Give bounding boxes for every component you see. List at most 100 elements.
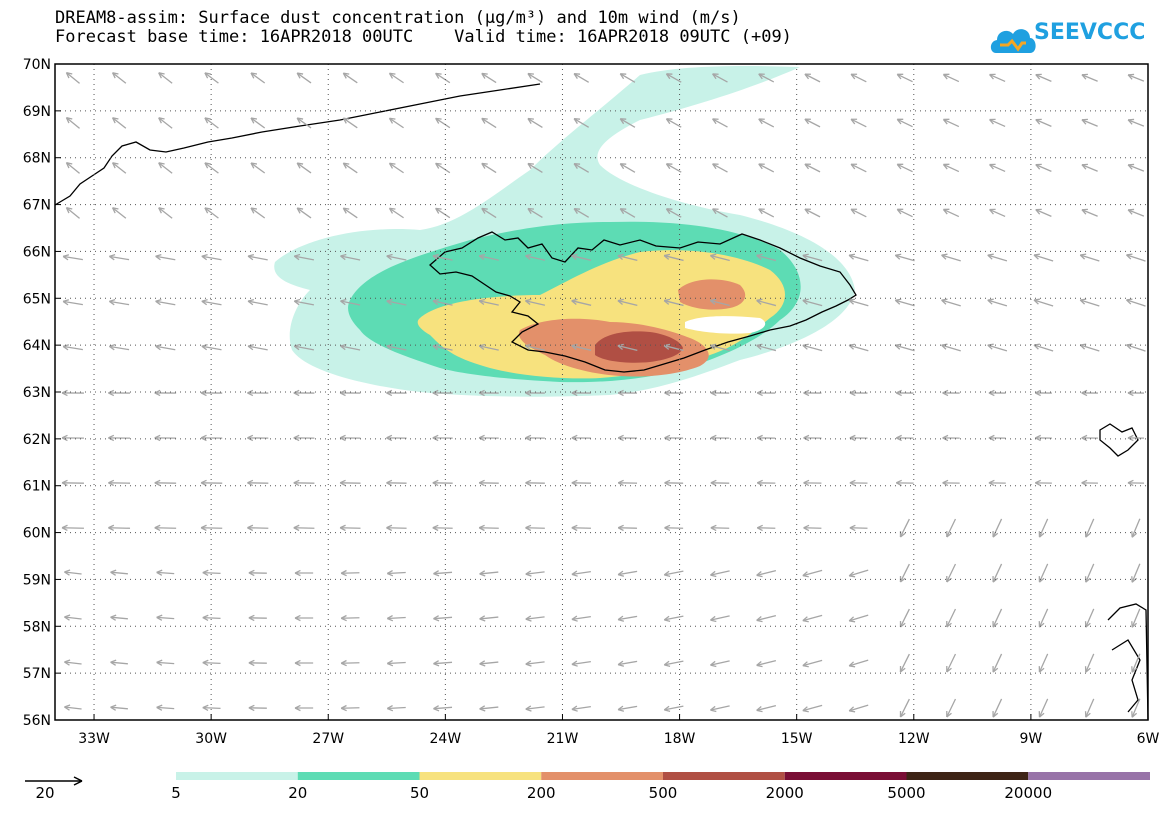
wind-arrow xyxy=(296,162,312,174)
wind-arrow xyxy=(619,208,636,218)
wind-arrow xyxy=(65,161,80,174)
wind-arrow xyxy=(154,389,177,397)
wind-arrow xyxy=(200,434,223,442)
wind-arrow xyxy=(250,207,266,219)
wind-arrow xyxy=(619,118,636,128)
wind-arrow xyxy=(712,163,728,173)
wind-arrow xyxy=(1035,73,1052,82)
wind-arrow xyxy=(432,479,453,487)
wind-arrow xyxy=(896,118,913,128)
colorbar-swatch xyxy=(541,772,663,780)
wind-arrow xyxy=(942,434,960,442)
wind-arrow xyxy=(571,570,591,577)
wind-arrow xyxy=(987,298,1008,307)
wind-arrow xyxy=(1131,563,1141,583)
wind-arrow xyxy=(946,608,957,628)
colorbar-label: 500 xyxy=(649,784,678,802)
wind-arrow xyxy=(1033,298,1054,307)
latitude-label: 57N xyxy=(23,666,51,682)
wind-arrow xyxy=(435,162,451,174)
wind-arrow xyxy=(571,660,591,667)
wind-arrow xyxy=(339,434,361,442)
wind-arrow xyxy=(525,298,546,306)
wind-arrow xyxy=(247,298,268,306)
forecast-time-label: Forecast base time: 16APR2018 00UTC Vali… xyxy=(55,27,792,47)
wind-arrow xyxy=(155,299,176,306)
wind-arrow xyxy=(988,434,1006,442)
wind-arrow xyxy=(479,615,499,622)
wind-arrow xyxy=(525,570,545,577)
wind-arrow xyxy=(156,659,175,666)
wind-arrow xyxy=(200,524,223,532)
wind-arrow xyxy=(1084,563,1095,583)
wind-arrow xyxy=(202,704,221,712)
wind-reference-arrowhead xyxy=(73,776,83,786)
wind-arrow xyxy=(525,389,545,397)
wind-arrow xyxy=(1081,118,1098,127)
wind-arrow xyxy=(617,705,638,712)
wind-arrow xyxy=(710,434,730,442)
wind-arrow xyxy=(992,518,1003,538)
latitude-label: 59N xyxy=(23,572,51,588)
latitude-label: 66N xyxy=(23,244,51,260)
wind-arrow xyxy=(1126,253,1146,262)
wind-arrow xyxy=(1033,343,1054,352)
wind-arrow xyxy=(987,253,1008,262)
wind-arrow xyxy=(663,615,684,623)
wind-arrow xyxy=(481,162,497,174)
wind-arrow xyxy=(894,298,915,307)
latitude-label: 67N xyxy=(23,198,51,214)
wind-arrow xyxy=(1127,389,1145,397)
wind-arrow xyxy=(946,518,957,538)
wind-arrow xyxy=(432,298,453,306)
wind-arrow xyxy=(527,162,543,174)
wind-arrow xyxy=(895,434,914,442)
wind-arrow xyxy=(61,479,84,487)
wind-arrow xyxy=(756,479,776,487)
wind-arrow xyxy=(803,524,822,532)
wind-arrow xyxy=(617,253,638,262)
wind-arrow xyxy=(158,207,173,219)
concentration-colorbar: 5 20 50 200 500 2000 5000 20000 xyxy=(171,772,1150,802)
wind-arrow xyxy=(619,163,636,173)
wind-arrow xyxy=(201,343,222,351)
wind-arrow xyxy=(432,253,453,261)
wind-arrow xyxy=(804,118,821,128)
wind-arrow xyxy=(571,253,592,261)
wind-arrow xyxy=(571,524,591,532)
longitude-labels: 33W 30W 27W 24W 21W 18W 15W 12W 9W 6W xyxy=(78,731,1159,747)
wind-arrow xyxy=(478,434,499,442)
colorbar-label: 50 xyxy=(410,784,429,802)
wind-arrow xyxy=(1038,698,1049,718)
wind-arrow xyxy=(247,524,269,532)
wind-arrow xyxy=(62,344,83,351)
wind-arrow xyxy=(1127,73,1145,82)
wind-arrow xyxy=(154,434,177,442)
wind-arrow xyxy=(1035,163,1052,172)
wind-arrow xyxy=(850,118,867,128)
wind-arrow xyxy=(1079,343,1100,352)
wind-arrow xyxy=(756,704,777,713)
wind-arrow xyxy=(664,479,684,487)
wind-arrow xyxy=(1126,298,1146,307)
latitude-label: 63N xyxy=(23,385,51,401)
wind-arrow xyxy=(64,704,82,711)
wind-arrow xyxy=(803,479,822,487)
wind-arrow xyxy=(1081,163,1098,172)
wind-arrow xyxy=(479,570,499,577)
wind-arrow xyxy=(110,659,128,666)
wind-arrow xyxy=(896,73,913,83)
wind-arrow xyxy=(340,614,360,622)
wind-arrow xyxy=(435,117,451,129)
wind-arrow xyxy=(340,704,360,712)
wind-arrow xyxy=(294,659,314,667)
wind-arrow xyxy=(663,253,684,262)
wind-arrow xyxy=(527,117,543,129)
wind-arrow xyxy=(1079,298,1100,307)
wind-arrow xyxy=(802,704,823,713)
wind-arrow xyxy=(1127,118,1145,127)
wind-arrow xyxy=(573,207,590,218)
colorbar-swatch xyxy=(663,772,785,780)
wind-arrow xyxy=(64,659,82,666)
wind-arrow xyxy=(756,434,776,442)
